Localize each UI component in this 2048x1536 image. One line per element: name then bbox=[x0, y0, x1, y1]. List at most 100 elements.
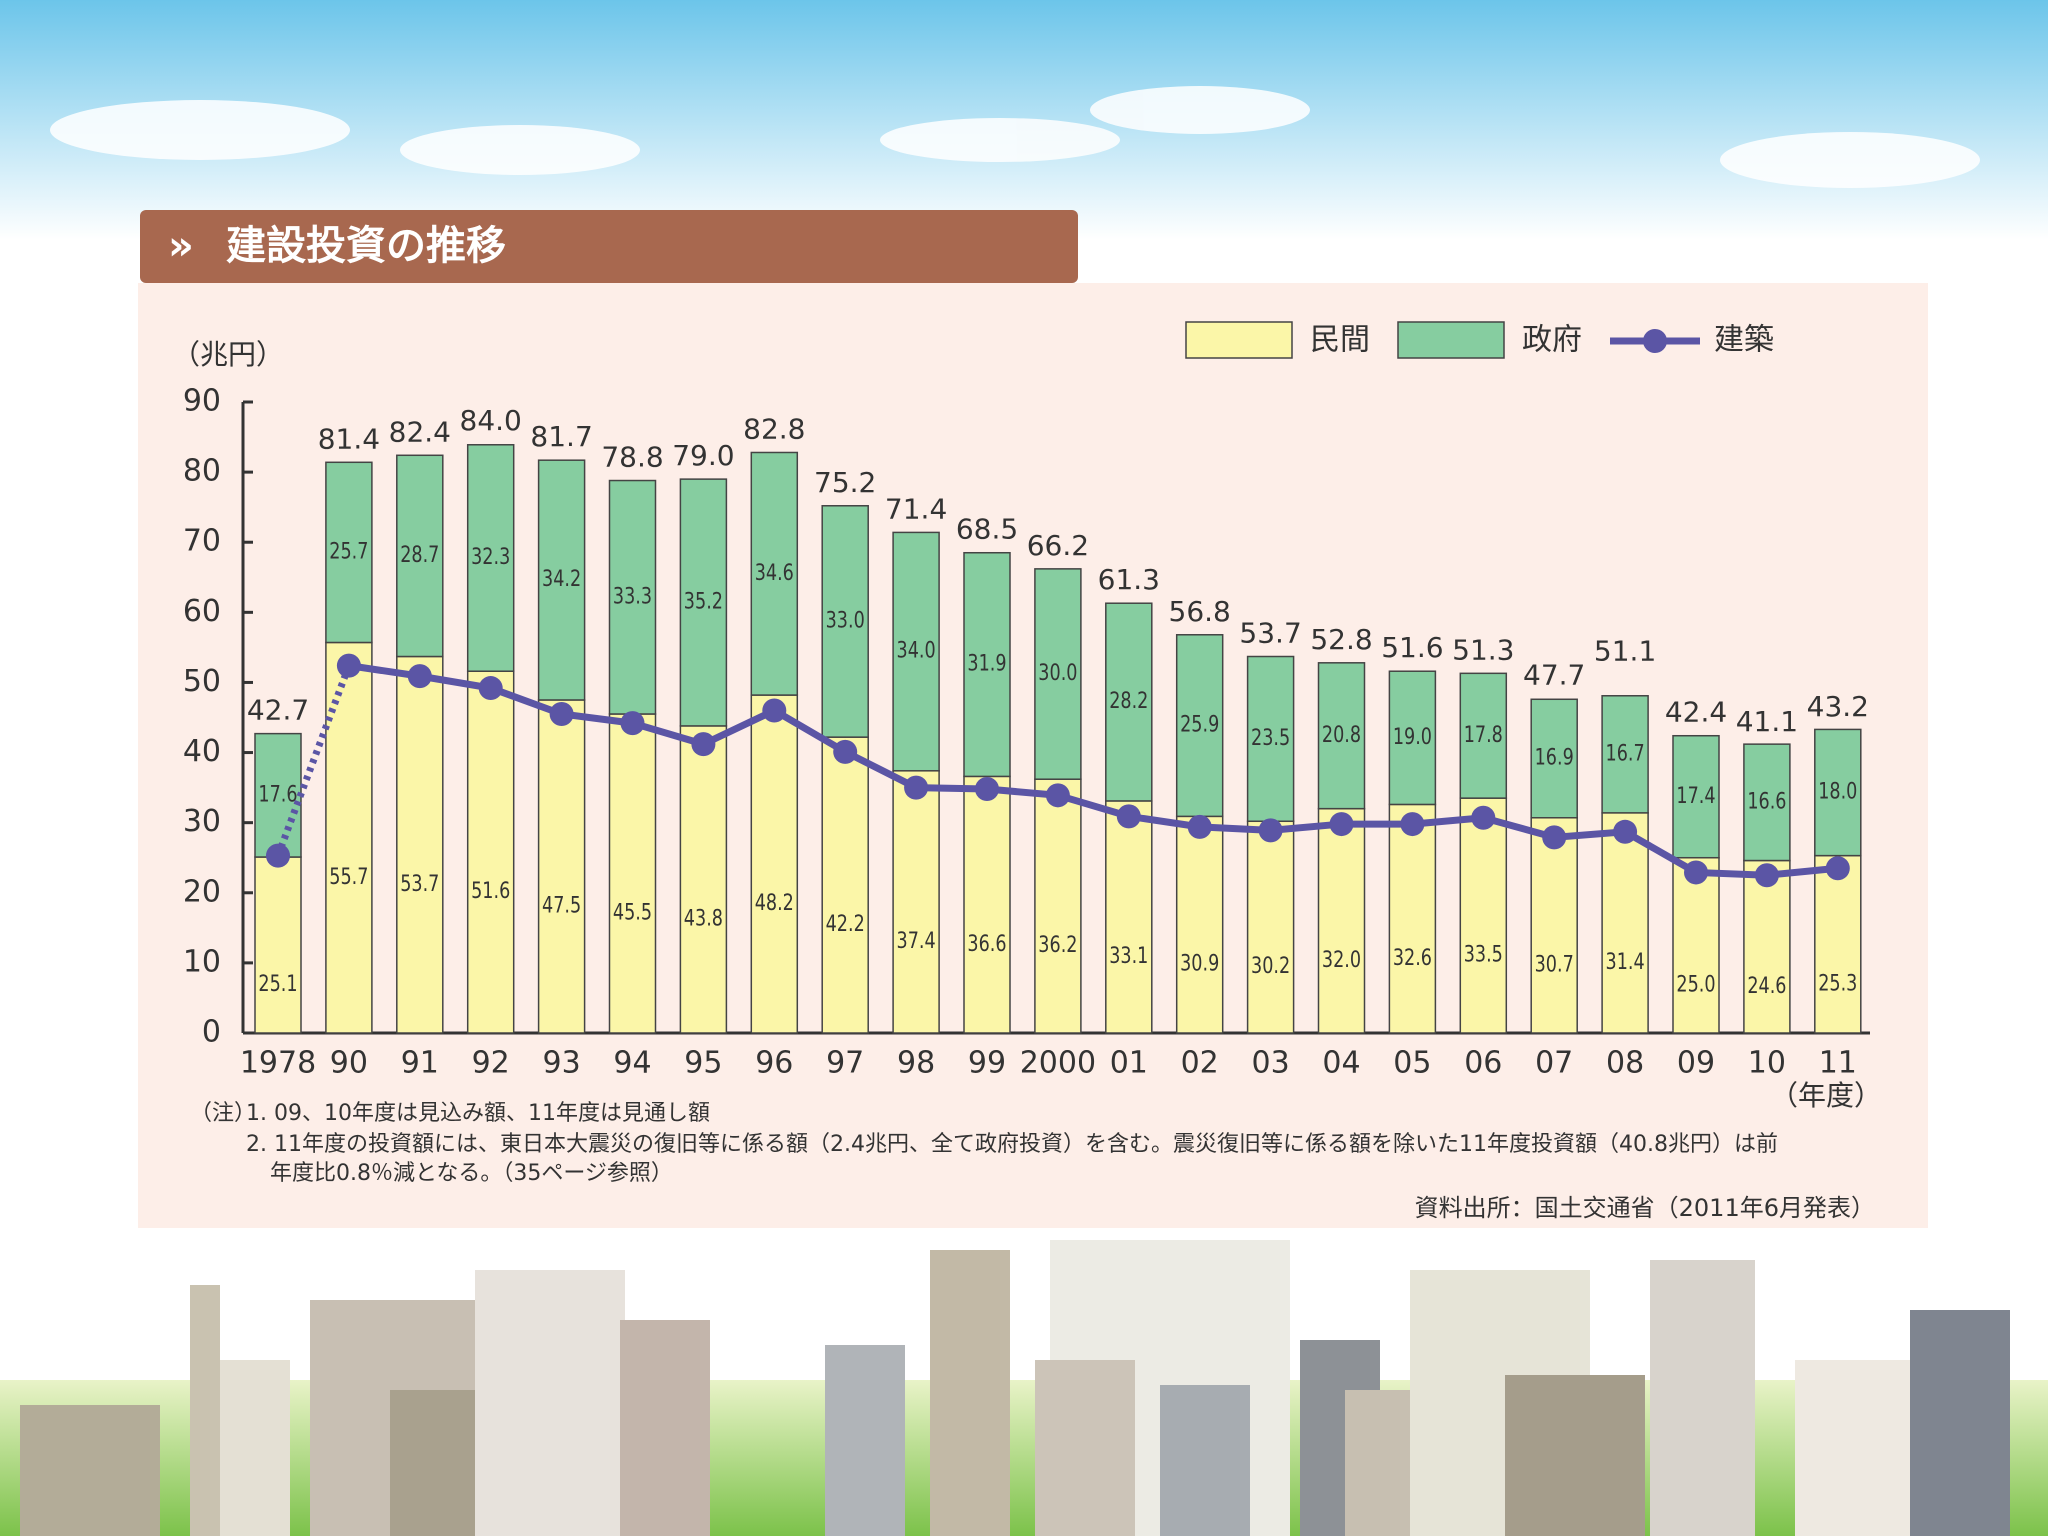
bar-segment bbox=[396, 655, 444, 1034]
value-label: 17.6 bbox=[258, 782, 297, 807]
legend-label: 民間 bbox=[1310, 323, 1370, 358]
x-tick-label: 92 bbox=[472, 1046, 510, 1081]
bar-segment bbox=[1672, 734, 1720, 859]
value-label: 43.8 bbox=[684, 906, 723, 931]
source: 資料出所：国土交通省（2011年6月発表） bbox=[1415, 1194, 1875, 1222]
bar-segment bbox=[750, 451, 799, 696]
note: 年度比0.8％減となる。（35ページ参照） bbox=[270, 1161, 673, 1186]
value-label: 16.6 bbox=[1747, 789, 1786, 814]
line-point bbox=[1400, 812, 1425, 837]
bar-segment bbox=[1034, 778, 1082, 1034]
value-label: 25.3 bbox=[1818, 971, 1857, 996]
total-label: 66.2 bbox=[1027, 529, 1089, 562]
bar-segment bbox=[1814, 728, 1862, 857]
x-tick-label: 97 bbox=[826, 1046, 864, 1081]
bar-segment bbox=[1743, 743, 1791, 862]
x-tick-label: 01 bbox=[1110, 1046, 1148, 1081]
line-point bbox=[1754, 863, 1779, 888]
bar-segment bbox=[1388, 670, 1437, 806]
value-label: 24.6 bbox=[1747, 973, 1786, 998]
y-tick-label: 20 bbox=[183, 874, 221, 909]
value-label: 31.4 bbox=[1606, 949, 1645, 974]
value-label: 45.5 bbox=[613, 900, 652, 925]
line bbox=[348, 662, 1839, 879]
line-point bbox=[833, 739, 858, 764]
value-label: 30.2 bbox=[1251, 953, 1290, 978]
total-label: 42.4 bbox=[1665, 696, 1727, 729]
title-banner bbox=[140, 210, 1078, 283]
value-label: 36.2 bbox=[1038, 932, 1077, 957]
bar-segment bbox=[254, 732, 302, 858]
x-tick-label: 91 bbox=[401, 1046, 439, 1081]
bar-segment bbox=[466, 444, 515, 672]
legend-swatch bbox=[1397, 321, 1505, 359]
value-label: 18.0 bbox=[1818, 779, 1857, 804]
bar-segment bbox=[1601, 812, 1649, 1034]
value-label: 53.7 bbox=[400, 871, 439, 896]
value-label: 35.2 bbox=[684, 589, 723, 614]
bar-segment bbox=[1175, 815, 1224, 1034]
value-label: 30.9 bbox=[1180, 951, 1219, 976]
x-tick-label: 1978 bbox=[240, 1046, 316, 1081]
legend-label: 建築 bbox=[1714, 323, 1774, 358]
value-label: 23.5 bbox=[1251, 725, 1290, 750]
total-label: 82.8 bbox=[743, 412, 805, 445]
y-tick-label: 10 bbox=[183, 944, 221, 979]
bar-segment bbox=[1175, 634, 1224, 818]
y-tick-label: 40 bbox=[183, 734, 221, 769]
total-label: 68.5 bbox=[956, 513, 1018, 546]
value-label: 55.7 bbox=[329, 864, 368, 889]
x-tick-label: 10 bbox=[1748, 1046, 1786, 1081]
bar-segment bbox=[1459, 797, 1508, 1034]
line-point bbox=[1471, 805, 1496, 830]
x-tick-label: 05 bbox=[1393, 1046, 1431, 1081]
x-tick-label: 04 bbox=[1322, 1046, 1360, 1081]
bar-segment bbox=[963, 775, 1011, 1034]
bar-segment bbox=[963, 551, 1011, 778]
x-tick-label: 08 bbox=[1606, 1046, 1644, 1081]
legend-marker bbox=[1643, 329, 1667, 353]
line-point bbox=[904, 775, 929, 800]
x-tick-label: 2000 bbox=[1020, 1046, 1096, 1081]
bar-segment bbox=[1105, 602, 1153, 802]
value-label: 37.4 bbox=[897, 928, 936, 953]
value-label: 47.5 bbox=[542, 893, 581, 918]
total-label: 82.4 bbox=[389, 415, 451, 448]
y-tick-label: 50 bbox=[183, 664, 221, 699]
note: 2. 11年度の投資額には、東日本大震災の復旧等に係る額（2.4兆円、全て政府投… bbox=[246, 1132, 1778, 1157]
y-axis-label: （兆円） bbox=[172, 338, 284, 371]
bar-segment bbox=[537, 459, 586, 701]
line-point bbox=[1542, 825, 1567, 850]
bar-segment bbox=[892, 531, 940, 772]
value-label: 33.3 bbox=[613, 583, 652, 608]
line-point bbox=[1329, 812, 1354, 837]
bar-segment bbox=[1388, 803, 1437, 1034]
line-point bbox=[1825, 856, 1850, 881]
line-point bbox=[762, 698, 787, 723]
bar-segment bbox=[396, 454, 444, 658]
title-chevron: » bbox=[168, 223, 194, 269]
bar-segment bbox=[892, 770, 940, 1034]
total-label: 53.7 bbox=[1239, 617, 1301, 650]
value-label: 32.0 bbox=[1322, 947, 1361, 972]
line-point bbox=[336, 653, 361, 678]
y-tick-label: 90 bbox=[183, 384, 221, 419]
line-point bbox=[1613, 819, 1638, 844]
line-point bbox=[407, 664, 432, 689]
value-label: 48.2 bbox=[755, 890, 794, 915]
total-label: 61.3 bbox=[1098, 563, 1160, 596]
note: 1. 09、10年度は見込み額、11年度は見通し額 bbox=[246, 1101, 710, 1126]
bar-segment bbox=[750, 694, 799, 1034]
total-label: 81.4 bbox=[318, 422, 380, 455]
line-point bbox=[549, 701, 574, 726]
value-label: 34.2 bbox=[542, 566, 581, 591]
bar-segment bbox=[1459, 672, 1508, 799]
value-label: 34.6 bbox=[755, 560, 794, 585]
x-tick-label: 03 bbox=[1252, 1046, 1290, 1081]
line-point bbox=[691, 732, 716, 757]
value-label: 25.1 bbox=[258, 971, 297, 996]
total-label: 42.7 bbox=[247, 694, 309, 727]
total-label: 51.3 bbox=[1452, 633, 1514, 666]
value-label: 33.1 bbox=[1109, 943, 1148, 968]
value-label: 28.2 bbox=[1109, 688, 1148, 713]
